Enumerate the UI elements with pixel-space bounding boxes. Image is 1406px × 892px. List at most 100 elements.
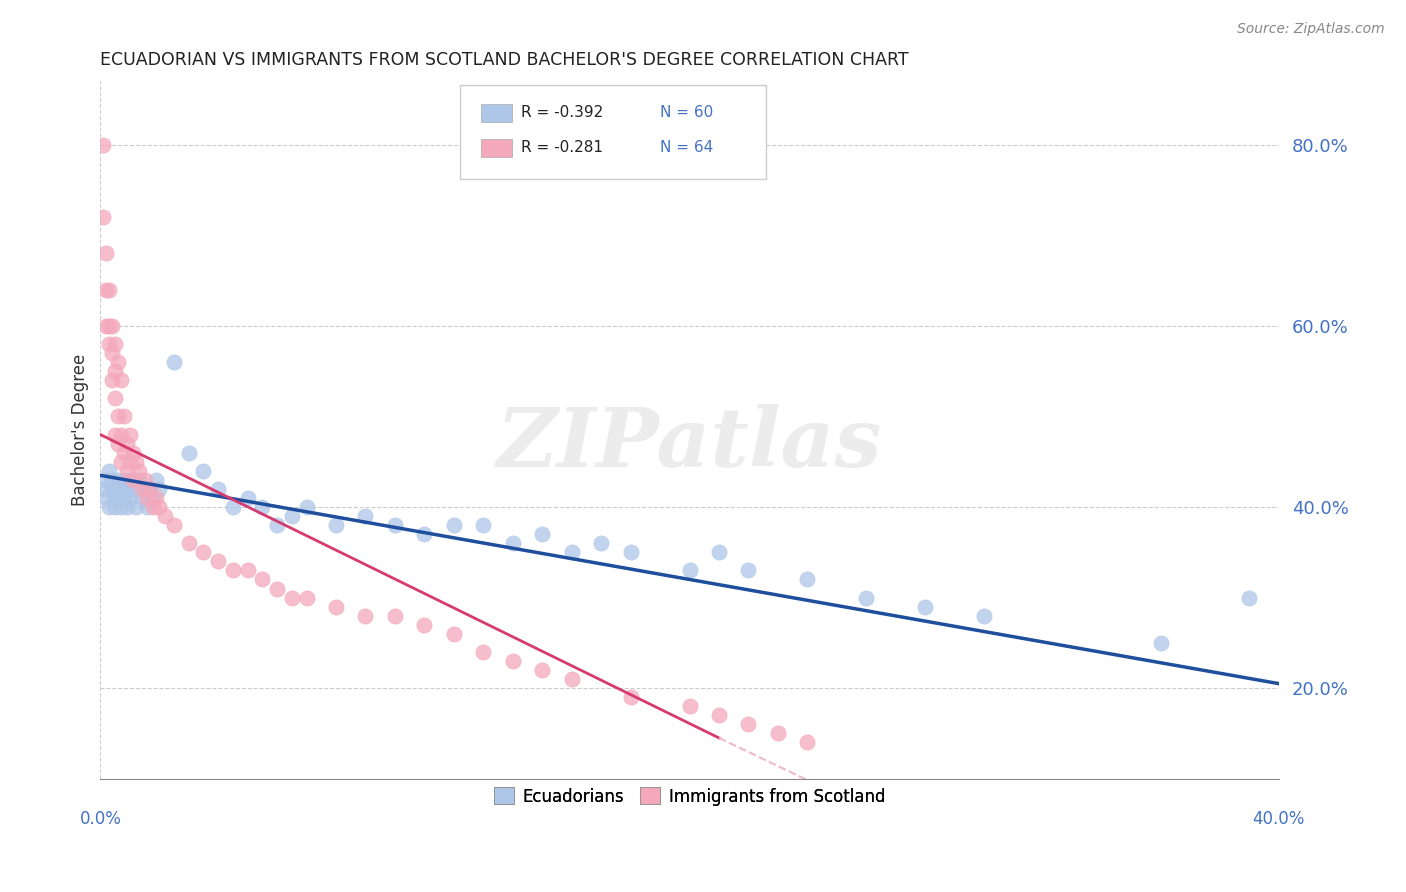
Point bbox=[163, 518, 186, 533]
Point bbox=[121, 482, 143, 496]
Y-axis label: Bachelor's Degree: Bachelor's Degree bbox=[72, 354, 89, 506]
Point bbox=[177, 445, 200, 459]
FancyBboxPatch shape bbox=[481, 138, 512, 157]
Point bbox=[1150, 636, 1173, 650]
Point bbox=[131, 482, 153, 496]
Point bbox=[325, 518, 347, 533]
Point bbox=[104, 427, 127, 442]
Point bbox=[110, 482, 132, 496]
Point bbox=[98, 337, 121, 351]
Point bbox=[104, 392, 127, 406]
Point bbox=[354, 509, 377, 524]
Point bbox=[136, 500, 159, 514]
Point bbox=[134, 473, 156, 487]
Point bbox=[91, 137, 114, 152]
Point bbox=[142, 500, 165, 514]
Point bbox=[112, 409, 135, 424]
Point bbox=[134, 482, 156, 496]
Point bbox=[107, 473, 129, 487]
Point bbox=[112, 473, 135, 487]
Point bbox=[104, 500, 127, 514]
Point bbox=[325, 599, 347, 614]
Point bbox=[98, 283, 121, 297]
Point bbox=[139, 482, 162, 496]
Point bbox=[678, 699, 700, 714]
Point bbox=[384, 608, 406, 623]
Point bbox=[766, 726, 789, 740]
Point bbox=[678, 563, 700, 577]
Point bbox=[145, 473, 167, 487]
Text: 0.0%: 0.0% bbox=[79, 811, 121, 829]
Point bbox=[796, 573, 818, 587]
Text: 40.0%: 40.0% bbox=[1253, 811, 1305, 829]
Point bbox=[112, 445, 135, 459]
Point bbox=[101, 346, 124, 360]
Point bbox=[707, 545, 730, 559]
Point bbox=[531, 527, 554, 541]
Point bbox=[531, 663, 554, 677]
Point bbox=[101, 318, 124, 333]
Point bbox=[561, 545, 583, 559]
Point bbox=[295, 591, 318, 605]
Point bbox=[118, 427, 141, 442]
Point bbox=[413, 527, 436, 541]
Point bbox=[193, 545, 215, 559]
Point bbox=[177, 536, 200, 550]
Point bbox=[707, 708, 730, 723]
Point bbox=[115, 436, 138, 450]
Point bbox=[252, 573, 274, 587]
Point bbox=[620, 690, 643, 705]
Point bbox=[136, 491, 159, 505]
Point bbox=[125, 455, 148, 469]
Point bbox=[207, 482, 229, 496]
Point bbox=[148, 500, 170, 514]
Point bbox=[472, 518, 495, 533]
Text: N = 60: N = 60 bbox=[659, 105, 713, 120]
Point bbox=[98, 464, 121, 478]
Point bbox=[128, 464, 150, 478]
Point bbox=[131, 491, 153, 505]
Point bbox=[281, 509, 304, 524]
Point bbox=[107, 409, 129, 424]
Point bbox=[295, 500, 318, 514]
Point bbox=[737, 717, 759, 731]
Point bbox=[193, 464, 215, 478]
Point bbox=[502, 536, 524, 550]
Point bbox=[443, 518, 465, 533]
Point bbox=[128, 473, 150, 487]
Point bbox=[101, 482, 124, 496]
Point bbox=[107, 491, 129, 505]
Point bbox=[222, 563, 245, 577]
Point bbox=[101, 373, 124, 387]
Point bbox=[110, 427, 132, 442]
Point bbox=[914, 599, 936, 614]
Legend: Ecuadorians, Immigrants from Scotland: Ecuadorians, Immigrants from Scotland bbox=[486, 780, 891, 813]
Point bbox=[153, 509, 176, 524]
Point bbox=[236, 563, 259, 577]
Point bbox=[142, 491, 165, 505]
Point bbox=[266, 518, 288, 533]
Point bbox=[620, 545, 643, 559]
Point bbox=[207, 554, 229, 568]
Point bbox=[384, 518, 406, 533]
Text: R = -0.392: R = -0.392 bbox=[522, 105, 603, 120]
Point bbox=[413, 617, 436, 632]
Point bbox=[281, 591, 304, 605]
Point bbox=[443, 627, 465, 641]
Point bbox=[148, 482, 170, 496]
Point bbox=[110, 373, 132, 387]
Point bbox=[222, 500, 245, 514]
Point bbox=[101, 473, 124, 487]
Text: Source: ZipAtlas.com: Source: ZipAtlas.com bbox=[1237, 22, 1385, 37]
Text: ECUADORIAN VS IMMIGRANTS FROM SCOTLAND BACHELOR'S DEGREE CORRELATION CHART: ECUADORIAN VS IMMIGRANTS FROM SCOTLAND B… bbox=[100, 51, 908, 69]
Text: R = -0.281: R = -0.281 bbox=[522, 140, 603, 155]
Point bbox=[121, 445, 143, 459]
Point bbox=[125, 500, 148, 514]
Point bbox=[1239, 591, 1261, 605]
Point bbox=[472, 645, 495, 659]
Point bbox=[737, 563, 759, 577]
Point bbox=[96, 491, 118, 505]
Point bbox=[110, 455, 132, 469]
Point bbox=[115, 500, 138, 514]
Point bbox=[115, 482, 138, 496]
